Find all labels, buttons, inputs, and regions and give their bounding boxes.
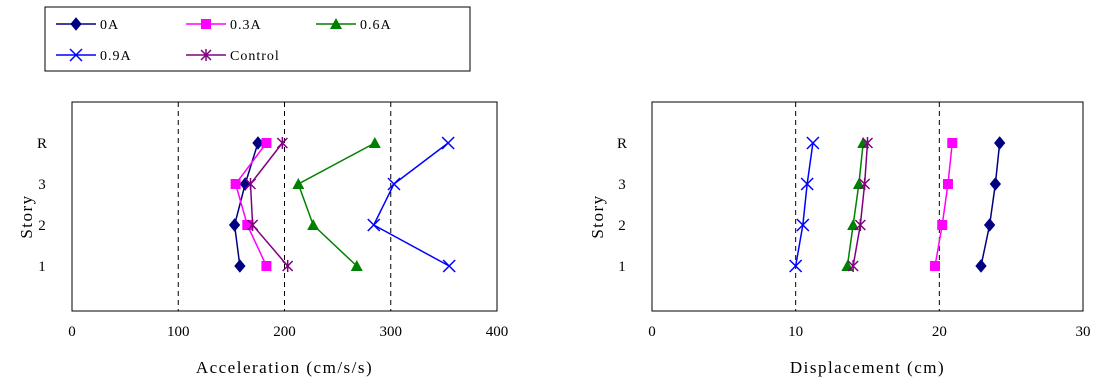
y-axis-title: Story xyxy=(17,194,36,238)
legend-item: 0.6A xyxy=(316,18,392,33)
x-tick-label: 400 xyxy=(486,324,509,340)
data-point xyxy=(247,219,259,231)
y-tick-label: R xyxy=(37,136,47,152)
series-line-0A xyxy=(980,142,1001,267)
legend-item: 0.9A xyxy=(56,48,132,64)
data-point xyxy=(350,260,363,271)
y-axis-title: Story xyxy=(588,194,607,238)
data-point xyxy=(230,179,241,189)
y-tick-label: 1 xyxy=(618,259,626,275)
y-tick-label: 2 xyxy=(38,218,46,234)
data-point xyxy=(234,259,246,273)
legend-item: Control xyxy=(186,49,280,64)
data-point xyxy=(975,259,987,273)
data-point xyxy=(989,177,1002,191)
legend-marker xyxy=(200,49,212,61)
x-tick-label: 30 xyxy=(1076,324,1091,340)
legend-item: 0A xyxy=(56,17,119,33)
x-tick-label: 0 xyxy=(648,324,656,340)
series-line-0.6A xyxy=(846,142,864,267)
data-point xyxy=(276,137,288,149)
data-point xyxy=(796,218,810,232)
x-tick-label: 0 xyxy=(68,324,76,340)
data-point xyxy=(252,136,264,150)
data-point xyxy=(387,177,401,191)
chart-1: 0 100 200 300 400 1 2 3 R Acceleration (cm/s/s) St… xyxy=(17,101,509,377)
data-point xyxy=(368,137,381,148)
data-point xyxy=(292,178,305,189)
y-tick-label: 3 xyxy=(618,177,626,193)
data-point xyxy=(367,218,381,232)
data-point xyxy=(228,218,241,232)
data-point xyxy=(261,138,272,148)
series-line-0.3A xyxy=(234,142,268,267)
legend-label: 0.9A xyxy=(100,49,132,64)
legend-label: 0.3A xyxy=(230,18,262,33)
x-axis-title: Displacement (cm) xyxy=(790,358,945,377)
legend-box xyxy=(44,6,471,72)
x-tick-label: 300 xyxy=(380,324,403,340)
data-point xyxy=(859,178,871,190)
y-tick-label: 2 xyxy=(618,218,626,234)
chart-2: 0 10 20 30 1 2 3 R Displacement (cm) Story xyxy=(588,101,1091,377)
data-point xyxy=(282,260,294,272)
x-tick-label: 200 xyxy=(273,324,296,340)
legend-label: 0A xyxy=(100,18,119,33)
legend-item: 0.3A xyxy=(186,18,262,33)
data-point xyxy=(942,179,953,189)
series-line-Control xyxy=(852,142,869,267)
data-point xyxy=(441,136,455,150)
legend-marker xyxy=(330,18,342,29)
plot-area xyxy=(651,101,1084,312)
series-line-0.3A xyxy=(934,142,954,267)
x-tick-label: 100 xyxy=(167,324,190,340)
data-point xyxy=(244,178,257,190)
series-line-0.9A xyxy=(794,142,814,267)
series-line-0.9A xyxy=(372,142,450,267)
data-point xyxy=(947,138,958,148)
legend-marker xyxy=(201,19,211,29)
legend-label: 0.6A xyxy=(360,18,392,33)
data-point xyxy=(806,136,820,150)
x-tick-label: 20 xyxy=(932,324,947,340)
legend-marker xyxy=(70,17,82,31)
data-point xyxy=(930,261,941,271)
data-point xyxy=(937,220,948,230)
legend-label: Control xyxy=(230,49,280,64)
data-point xyxy=(242,220,253,230)
y-tick-label: 1 xyxy=(38,259,46,275)
legend-marker xyxy=(69,48,83,62)
data-point xyxy=(789,259,803,273)
data-point xyxy=(854,219,866,231)
x-tick-label: 10 xyxy=(788,324,803,340)
legend: 0A 0.3A 0.6A 0.9A Control xyxy=(44,6,471,72)
data-point xyxy=(442,259,456,273)
x-axis-title: Acceleration (cm/s/s) xyxy=(196,358,373,377)
data-point xyxy=(861,137,874,149)
data-point xyxy=(847,219,860,230)
data-point xyxy=(800,177,814,191)
data-point xyxy=(983,218,996,232)
data-point xyxy=(847,260,859,272)
data-point xyxy=(307,219,320,230)
data-point xyxy=(261,261,272,271)
series-line-0.6A xyxy=(297,142,376,267)
data-point xyxy=(994,136,1006,150)
series-line-Control xyxy=(249,142,289,267)
y-tick-label: R xyxy=(617,136,627,152)
y-tick-label: 3 xyxy=(38,177,46,193)
